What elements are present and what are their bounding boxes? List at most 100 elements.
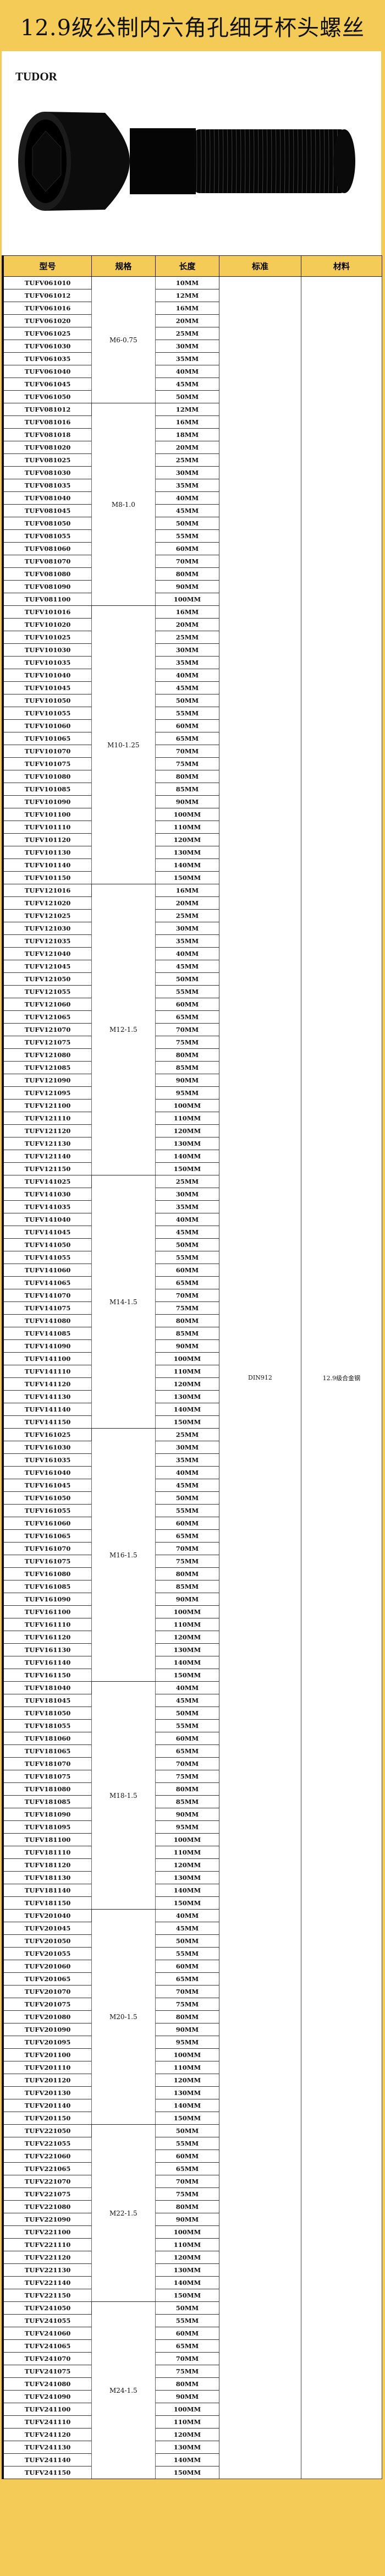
model-cell: TUFV121016 — [2, 884, 92, 897]
length-cell: 130MM — [155, 1871, 220, 1884]
model-cell: TUFV161140 — [2, 1656, 92, 1669]
length-cell: 16MM — [155, 605, 220, 619]
table-row: TUFV181070 70MM — [2, 1757, 382, 1770]
table-row: TUFV161100 100MM — [2, 1605, 382, 1618]
table-row: TUFV201080 80MM — [2, 2010, 382, 2023]
standard-cell: DIN912 — [219, 276, 301, 2479]
model-cell: TUFV141080 — [2, 1314, 92, 1327]
length-cell: 55MM — [155, 529, 220, 543]
model-cell: TUFV201140 — [2, 2099, 92, 2112]
table-row: TUFV121080 80MM — [2, 1048, 382, 1062]
model-cell: TUFV141085 — [2, 1327, 92, 1340]
spec-cell: M18-1.5 — [91, 1681, 156, 1910]
length-cell: 10MM — [155, 276, 220, 289]
length-cell: 130MM — [155, 2263, 220, 2277]
model-cell: TUFV061030 — [2, 340, 92, 353]
model-cell: TUFV221100 — [2, 2225, 92, 2239]
length-cell: 65MM — [155, 1276, 220, 1289]
table-row: TUFV101150 150MM — [2, 871, 382, 884]
length-cell: 130MM — [155, 1390, 220, 1403]
model-cell: TUFV241120 — [2, 2428, 92, 2441]
header-material: 材料 — [300, 255, 383, 277]
spec-cell: M22-1.5 — [91, 2124, 156, 2302]
length-cell: 50MM — [155, 1707, 220, 1720]
spec-cell: M20-1.5 — [91, 1909, 156, 2125]
model-cell: TUFV081012 — [2, 403, 92, 416]
length-cell: 35MM — [155, 352, 220, 365]
model-cell: TUFV161130 — [2, 1643, 92, 1656]
table-row: TUFV221140 140MM — [2, 2276, 382, 2289]
model-cell: TUFV101030 — [2, 643, 92, 657]
length-cell: 45MM — [155, 1226, 220, 1239]
table-row: TUFV201075 75MM — [2, 1998, 382, 2011]
model-cell: TUFV161065 — [2, 1529, 92, 1543]
table-row: TUFV141055 55MM — [2, 1251, 382, 1264]
length-cell: 85MM — [155, 1061, 220, 1074]
model-cell: TUFV121100 — [2, 1099, 92, 1112]
model-cell: TUFV101040 — [2, 669, 92, 682]
table-row: TUFV141100 100MM — [2, 1352, 382, 1365]
table-row: TUFV181080 80MM — [2, 1782, 382, 1796]
table-row: TUFV121025 25MM — [2, 909, 382, 922]
model-cell: TUFV141050 — [2, 1238, 92, 1251]
table-row: TUFV121150 150MM — [2, 1162, 382, 1175]
length-cell: 55MM — [155, 1947, 220, 1960]
length-cell: 90MM — [155, 580, 220, 593]
model-cell: TUFV181090 — [2, 1808, 92, 1821]
model-cell: TUFV221070 — [2, 2175, 92, 2188]
table-row: TUFV141070 70MM — [2, 1289, 382, 1302]
length-cell: 30MM — [155, 922, 220, 935]
model-cell: TUFV181065 — [2, 1744, 92, 1758]
model-cell: TUFV121095 — [2, 1086, 92, 1100]
table-row: TUFV201110 110MM — [2, 2061, 382, 2074]
length-cell: 45MM — [155, 681, 220, 694]
model-cell: TUFV061020 — [2, 314, 92, 327]
length-cell: 140MM — [155, 2453, 220, 2466]
model-cell: TUFV221120 — [2, 2251, 92, 2264]
table-row: TUFV221110 110MM — [2, 2238, 382, 2251]
table-row: TUFV061030 30MM — [2, 340, 382, 353]
model-cell: TUFV101035 — [2, 656, 92, 669]
length-cell: 120MM — [155, 2074, 220, 2087]
model-cell: TUFV221090 — [2, 2213, 92, 2226]
length-cell: 35MM — [155, 479, 220, 492]
length-cell: 70MM — [155, 2175, 220, 2188]
model-cell: TUFV061025 — [2, 327, 92, 340]
model-cell: TUFV161070 — [2, 1542, 92, 1555]
table-row: TUFV081050 50MM — [2, 517, 382, 530]
model-cell: TUFV141110 — [2, 1365, 92, 1378]
model-cell: TUFV161030 — [2, 1441, 92, 1454]
length-cell: 140MM — [155, 2099, 220, 2112]
table-row: TUFV241070 70MM — [2, 2352, 382, 2365]
table-row: TUFV141140 140MM — [2, 1403, 382, 1416]
length-cell: 140MM — [155, 2276, 220, 2289]
model-cell: TUFV101100 — [2, 808, 92, 821]
table-row: TUFV141025 M14-1.5 25MM — [2, 1175, 382, 1429]
model-cell: TUFV081035 — [2, 479, 92, 492]
length-cell: 40MM — [155, 1909, 220, 1922]
length-cell: 25MM — [155, 909, 220, 922]
length-cell: 110MM — [155, 1365, 220, 1378]
model-cell: TUFV141055 — [2, 1251, 92, 1264]
table-row: TUFV181060 60MM — [2, 1732, 382, 1745]
length-cell: 20MM — [155, 314, 220, 327]
length-cell: 150MM — [155, 2112, 220, 2125]
table-row: TUFV161055 55MM — [2, 1504, 382, 1517]
table-row: TUFV241130 130MM — [2, 2441, 382, 2454]
length-cell: 70MM — [155, 1757, 220, 1770]
table-row: TUFV101055 55MM — [2, 707, 382, 720]
table-row: TUFV061010 M6-0.75 10MM DIN912 12.9级合金钢 — [2, 276, 383, 2479]
model-cell: TUFV141030 — [2, 1188, 92, 1201]
length-cell: 80MM — [155, 2200, 220, 2213]
length-cell: 130MM — [155, 1137, 220, 1150]
table-row: TUFV081030 30MM — [2, 466, 382, 479]
table-row: TUFV201095 95MM — [2, 2036, 382, 2049]
table-row: TUFV141130 130MM — [2, 1390, 382, 1403]
length-cell: 60MM — [155, 1264, 220, 1277]
table-row: TUFV161080 80MM — [2, 1567, 382, 1580]
model-cell: TUFV201090 — [2, 2023, 92, 2036]
length-cell: 140MM — [155, 1150, 220, 1163]
table-row: TUFV241100 100MM — [2, 2403, 382, 2416]
length-cell: 150MM — [155, 1896, 220, 1910]
table-row: TUFV081012 M8-1.0 12MM — [2, 403, 382, 606]
